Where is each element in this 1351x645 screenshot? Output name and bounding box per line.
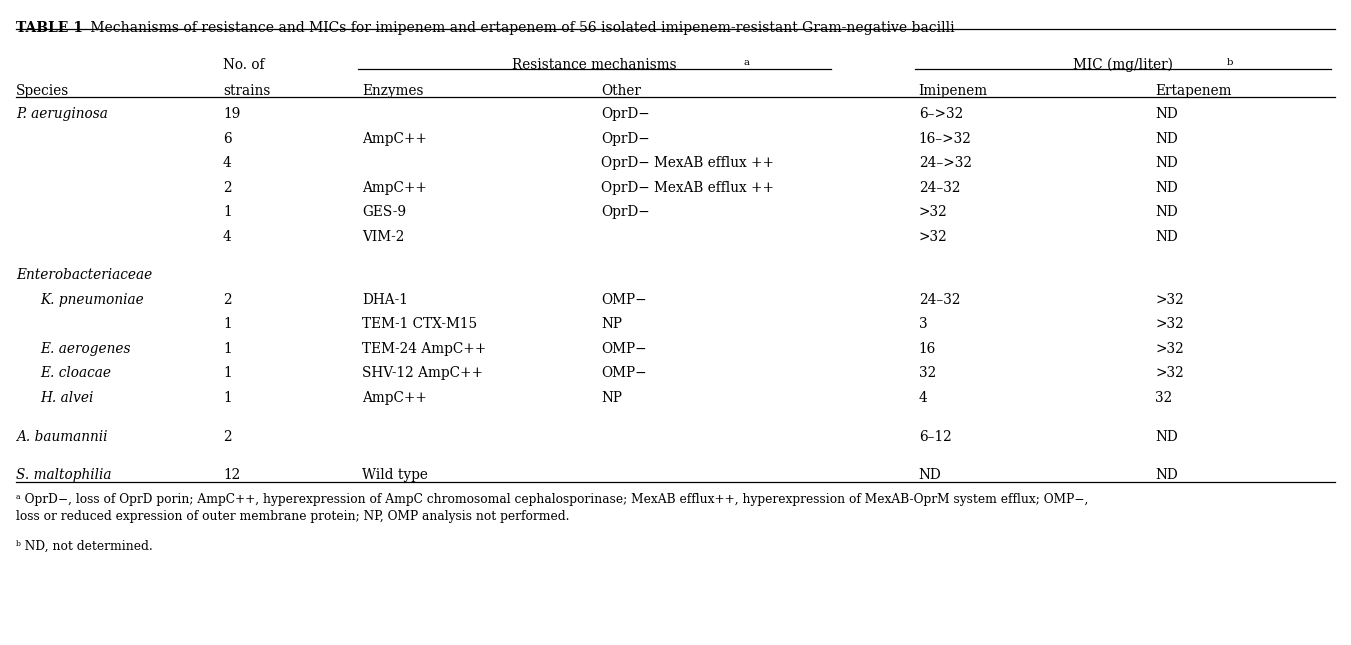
Text: OMP−: OMP− <box>601 342 647 356</box>
Text: 24–32: 24–32 <box>919 293 961 307</box>
Text: K. pneumoniae: K. pneumoniae <box>41 293 145 307</box>
Text: 16: 16 <box>919 342 936 356</box>
Text: NP: NP <box>601 317 623 332</box>
Text: S. maltophilia: S. maltophilia <box>16 468 112 482</box>
Text: P. aeruginosa: P. aeruginosa <box>16 107 108 121</box>
Text: 1: 1 <box>223 366 231 381</box>
Text: Ertapenem: Ertapenem <box>1155 84 1232 98</box>
Text: OprD−: OprD− <box>601 205 650 219</box>
Text: TEM-1 CTX-M15: TEM-1 CTX-M15 <box>362 317 477 332</box>
Text: ᵃ OprD−, loss of OprD porin; AmpC++, hyperexpression of AmpC chromosomal cephalo: ᵃ OprD−, loss of OprD porin; AmpC++, hyp… <box>16 493 1089 523</box>
Text: 1: 1 <box>223 205 231 219</box>
Text: OMP−: OMP− <box>601 293 647 307</box>
Text: GES-9: GES-9 <box>362 205 407 219</box>
Text: Enterobacteriaceae: Enterobacteriaceae <box>16 268 153 283</box>
Text: 6: 6 <box>223 132 231 146</box>
Text: E. cloacae: E. cloacae <box>41 366 112 381</box>
Text: 4: 4 <box>223 230 231 244</box>
Text: 2: 2 <box>223 181 231 195</box>
Text: H. alvei: H. alvei <box>41 391 95 405</box>
Text: 2: 2 <box>223 293 231 307</box>
Text: ND: ND <box>1155 132 1178 146</box>
Text: Imipenem: Imipenem <box>919 84 988 98</box>
Text: a: a <box>743 58 748 67</box>
Text: ND: ND <box>919 468 942 482</box>
Text: 24–>32: 24–>32 <box>919 156 971 170</box>
Text: 1: 1 <box>223 317 231 332</box>
Text: Enzymes: Enzymes <box>362 84 424 98</box>
Text: NP: NP <box>601 391 623 405</box>
Text: A. baumannii: A. baumannii <box>16 430 108 444</box>
Text: TABLE 1: TABLE 1 <box>16 21 84 35</box>
Text: 19: 19 <box>223 107 240 121</box>
Text: 32: 32 <box>919 366 936 381</box>
Text: Mechanisms of resistance and MICs for imipenem and ertapenem of 56 isolated imip: Mechanisms of resistance and MICs for im… <box>86 21 955 35</box>
Text: ND: ND <box>1155 156 1178 170</box>
Text: OprD− MexAB efflux ++: OprD− MexAB efflux ++ <box>601 156 774 170</box>
Text: ND: ND <box>1155 430 1178 444</box>
Text: ND: ND <box>1155 468 1178 482</box>
Text: AmpC++: AmpC++ <box>362 391 427 405</box>
Text: AmpC++: AmpC++ <box>362 132 427 146</box>
Text: Resistance mechanisms: Resistance mechanisms <box>512 58 677 72</box>
Text: SHV-12 AmpC++: SHV-12 AmpC++ <box>362 366 484 381</box>
Text: E. aerogenes: E. aerogenes <box>41 342 131 356</box>
Text: 4: 4 <box>223 156 231 170</box>
Text: TEM-24 AmpC++: TEM-24 AmpC++ <box>362 342 486 356</box>
Text: ND: ND <box>1155 230 1178 244</box>
Text: >32: >32 <box>1155 342 1183 356</box>
Text: 24–32: 24–32 <box>919 181 961 195</box>
Text: VIM-2: VIM-2 <box>362 230 404 244</box>
Text: >32: >32 <box>1155 366 1183 381</box>
Text: >32: >32 <box>919 205 947 219</box>
Text: MIC (mg/liter): MIC (mg/liter) <box>1073 58 1173 72</box>
Text: Species: Species <box>16 84 69 98</box>
Text: ND: ND <box>1155 107 1178 121</box>
Text: 3: 3 <box>919 317 927 332</box>
Text: ND: ND <box>1155 181 1178 195</box>
Text: 12: 12 <box>223 468 240 482</box>
Text: OprD− MexAB efflux ++: OprD− MexAB efflux ++ <box>601 181 774 195</box>
Text: >32: >32 <box>1155 317 1183 332</box>
Text: 16–>32: 16–>32 <box>919 132 971 146</box>
Text: ᵇ ND, not determined.: ᵇ ND, not determined. <box>16 540 153 553</box>
Text: No. of: No. of <box>223 58 265 72</box>
Text: DHA-1: DHA-1 <box>362 293 408 307</box>
Text: 32: 32 <box>1155 391 1173 405</box>
Text: >32: >32 <box>1155 293 1183 307</box>
Text: AmpC++: AmpC++ <box>362 181 427 195</box>
Text: 2: 2 <box>223 430 231 444</box>
Text: b: b <box>1227 58 1233 67</box>
Text: ND: ND <box>1155 205 1178 219</box>
Text: strains: strains <box>223 84 270 98</box>
Text: 6–>32: 6–>32 <box>919 107 963 121</box>
Text: OMP−: OMP− <box>601 366 647 381</box>
Text: Wild type: Wild type <box>362 468 428 482</box>
Text: 1: 1 <box>223 342 231 356</box>
Text: 4: 4 <box>919 391 927 405</box>
Text: >32: >32 <box>919 230 947 244</box>
Text: 1: 1 <box>223 391 231 405</box>
Text: OprD−: OprD− <box>601 132 650 146</box>
Text: Other: Other <box>601 84 642 98</box>
Text: OprD−: OprD− <box>601 107 650 121</box>
Text: 6–12: 6–12 <box>919 430 951 444</box>
